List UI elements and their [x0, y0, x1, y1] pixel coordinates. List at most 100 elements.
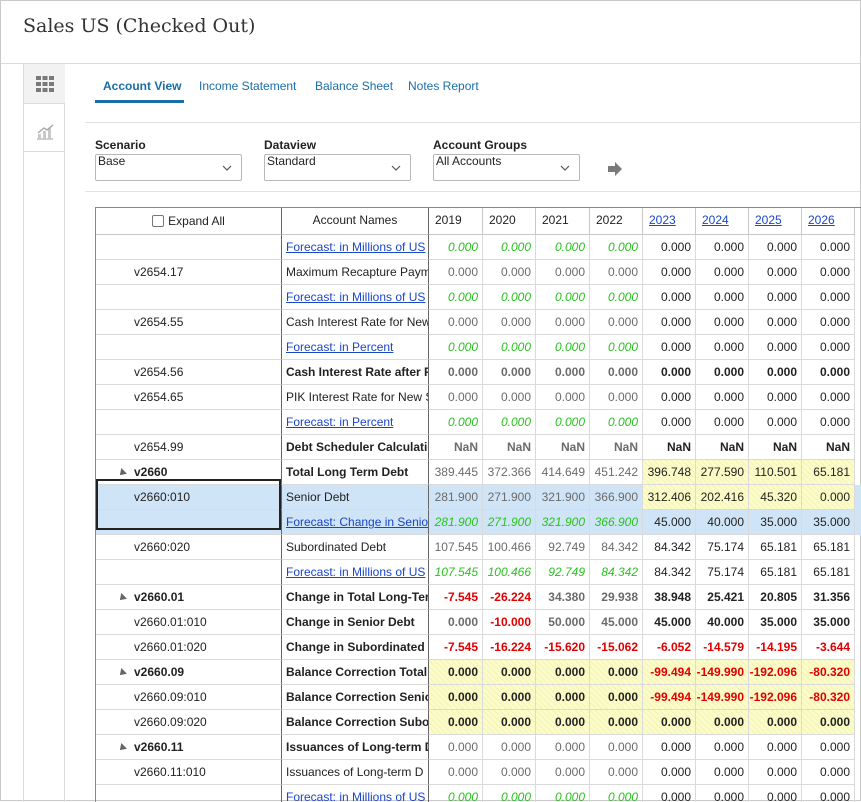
account-code-cell[interactable]: v2660	[96, 460, 282, 485]
value-cell[interactable]: 0.000	[429, 285, 483, 310]
value-cell[interactable]: 45.000	[643, 510, 696, 535]
value-cell[interactable]: 0.000	[590, 310, 643, 335]
value-cell[interactable]: 0.000	[429, 360, 483, 385]
value-cell[interactable]: 0.000	[643, 310, 696, 335]
value-cell[interactable]: -15.620	[536, 635, 590, 660]
value-cell[interactable]: 75.174	[696, 560, 749, 585]
value-cell[interactable]: 92.749	[536, 535, 590, 560]
value-cell[interactable]: 0.000	[749, 360, 802, 385]
value-cell[interactable]: 0.000	[802, 260, 855, 285]
forecast-method-link[interactable]: Forecast: Change in Senio	[282, 510, 429, 535]
value-cell[interactable]: 100.466	[483, 560, 536, 585]
value-cell[interactable]: 451.242	[590, 460, 643, 485]
value-cell[interactable]: 0.000	[749, 735, 802, 760]
value-cell[interactable]: 0.000	[429, 660, 483, 685]
value-cell[interactable]: 65.181	[802, 560, 855, 585]
value-cell[interactable]: 0.000	[590, 285, 643, 310]
account-groups-select[interactable]: All Accounts	[433, 154, 580, 181]
account-code-cell[interactable]: v2660.11:010	[96, 760, 282, 785]
value-cell[interactable]: -192.096	[749, 660, 802, 685]
value-cell[interactable]: 0.000	[536, 360, 590, 385]
account-name-cell[interactable]: Issuances of Long-term D	[282, 735, 429, 760]
value-cell[interactable]: 0.000	[696, 785, 749, 802]
value-cell[interactable]: 414.649	[536, 460, 590, 485]
account-code-cell[interactable]: v2654.56	[96, 360, 282, 385]
account-name-cell[interactable]: Balance Correction Senio	[282, 685, 429, 710]
account-name-cell[interactable]: Debt Scheduler Calculatio	[282, 435, 429, 460]
value-cell[interactable]: 29.938	[590, 585, 643, 610]
collapse-triangle-icon[interactable]	[117, 742, 127, 753]
value-cell[interactable]: 0.000	[590, 385, 643, 410]
value-cell[interactable]: -16.224	[483, 635, 536, 660]
account-code-cell[interactable]: v2654.17	[96, 260, 282, 285]
account-code-cell[interactable]: v2660:020	[96, 535, 282, 560]
value-cell[interactable]: -149.990	[696, 685, 749, 710]
value-cell[interactable]: 0.000	[590, 410, 643, 435]
value-cell[interactable]: -15.062	[590, 635, 643, 660]
account-name-cell[interactable]: Total Long Term Debt	[282, 460, 429, 485]
value-cell[interactable]: 0.000	[643, 235, 696, 260]
value-cell[interactable]: 31.356	[802, 585, 855, 610]
value-cell[interactable]: 0.000	[802, 360, 855, 385]
value-cell[interactable]: 0.000	[802, 760, 855, 785]
account-name-cell[interactable]: Change in Senior Debt	[282, 610, 429, 635]
value-cell[interactable]: 0.000	[749, 235, 802, 260]
year-header-4[interactable]: 2023	[643, 208, 696, 235]
value-cell[interactable]: 40.000	[696, 510, 749, 535]
value-cell[interactable]: 0.000	[590, 735, 643, 760]
forecast-method-link[interactable]: Forecast: in Millions of US	[282, 285, 429, 310]
value-cell[interactable]: NaN	[429, 435, 483, 460]
account-name-cell[interactable]: Senior Debt	[282, 485, 429, 510]
account-code-cell[interactable]	[96, 510, 282, 535]
value-cell[interactable]: 0.000	[643, 285, 696, 310]
account-code-cell[interactable]: v2660.11	[96, 735, 282, 760]
account-code-cell[interactable]	[96, 785, 282, 802]
account-code-cell[interactable]	[96, 410, 282, 435]
value-cell[interactable]: 0.000	[696, 710, 749, 735]
value-cell[interactable]: 0.000	[483, 410, 536, 435]
value-cell[interactable]: 321.900	[536, 510, 590, 535]
value-cell[interactable]: 0.000	[590, 235, 643, 260]
account-code-cell[interactable]: v2660.09:010	[96, 685, 282, 710]
value-cell[interactable]: 0.000	[696, 260, 749, 285]
value-cell[interactable]: -80.320	[802, 685, 855, 710]
value-cell[interactable]: 0.000	[802, 710, 855, 735]
value-cell[interactable]: 0.000	[590, 710, 643, 735]
value-cell[interactable]: 84.342	[590, 560, 643, 585]
account-code-cell[interactable]: v2660.09:020	[96, 710, 282, 735]
value-cell[interactable]: 0.000	[696, 360, 749, 385]
value-cell[interactable]: 0.000	[696, 410, 749, 435]
value-cell[interactable]: 45.000	[590, 610, 643, 635]
value-cell[interactable]: 0.000	[483, 710, 536, 735]
account-code-cell[interactable]: v2660:010	[96, 485, 282, 510]
value-cell[interactable]: 281.900	[429, 510, 483, 535]
value-cell[interactable]: 0.000	[536, 735, 590, 760]
value-cell[interactable]: 0.000	[802, 485, 855, 510]
value-cell[interactable]: NaN	[590, 435, 643, 460]
value-cell[interactable]: 0.000	[536, 260, 590, 285]
value-cell[interactable]: 0.000	[590, 260, 643, 285]
value-cell[interactable]: 0.000	[696, 335, 749, 360]
expand-all-toggle[interactable]: Expand All	[96, 208, 282, 235]
account-name-cell[interactable]: Balance Correction Subor	[282, 710, 429, 735]
value-cell[interactable]: 0.000	[483, 735, 536, 760]
value-cell[interactable]: 0.000	[696, 285, 749, 310]
account-name-cell[interactable]: Subordinated Debt	[282, 535, 429, 560]
value-cell[interactable]: 0.000	[590, 360, 643, 385]
value-cell[interactable]: -80.320	[802, 660, 855, 685]
value-cell[interactable]: 0.000	[429, 785, 483, 802]
forecast-method-link[interactable]: Forecast: in Percent	[282, 410, 429, 435]
value-cell[interactable]: 0.000	[643, 735, 696, 760]
value-cell[interactable]: 0.000	[429, 410, 483, 435]
account-name-cell[interactable]: Maximum Recapture Paym	[282, 260, 429, 285]
account-name-cell[interactable]: Cash Interest Rate for New	[282, 310, 429, 335]
value-cell[interactable]: 271.900	[483, 485, 536, 510]
year-header-7[interactable]: 2026	[802, 208, 855, 235]
value-cell[interactable]: 0.000	[643, 260, 696, 285]
expand-all-checkbox[interactable]	[152, 215, 165, 227]
value-cell[interactable]: NaN	[802, 435, 855, 460]
year-header-6[interactable]: 2025	[749, 208, 802, 235]
value-cell[interactable]: 0.000	[483, 335, 536, 360]
value-cell[interactable]: 0.000	[536, 410, 590, 435]
collapse-triangle-icon[interactable]	[117, 592, 127, 603]
